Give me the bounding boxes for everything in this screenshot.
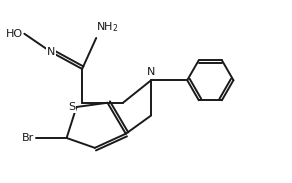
Text: HO: HO — [6, 29, 23, 39]
Text: S: S — [68, 102, 75, 112]
Text: N: N — [147, 67, 155, 77]
Text: NH$_2$: NH$_2$ — [96, 20, 119, 34]
Text: N: N — [47, 47, 55, 57]
Text: Br: Br — [22, 133, 34, 143]
